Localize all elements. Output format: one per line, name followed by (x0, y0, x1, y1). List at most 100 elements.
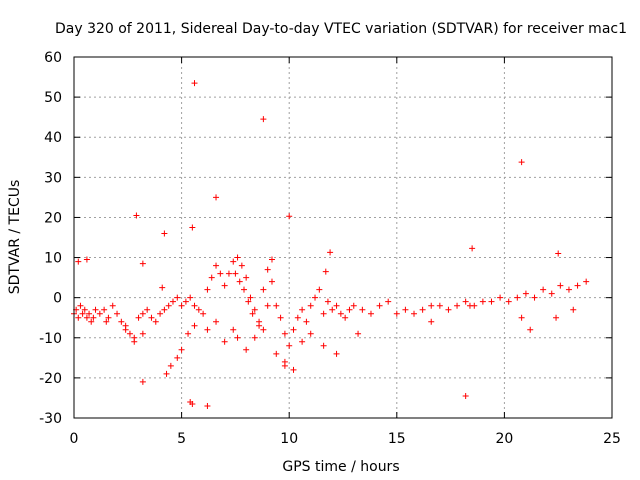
data-point (169, 298, 176, 305)
data-point (281, 330, 288, 337)
data-point (131, 338, 138, 345)
data-point (286, 342, 293, 349)
data-point (307, 330, 314, 337)
data-point (230, 258, 237, 265)
data-point (312, 294, 319, 301)
data-point (333, 350, 340, 357)
data-point (77, 302, 84, 309)
data-point (329, 306, 336, 313)
data-point (333, 302, 340, 309)
data-point (204, 286, 211, 293)
y-tick-label: 30 (44, 170, 62, 186)
data-point (83, 256, 90, 263)
data-point (469, 245, 476, 252)
data-point (135, 314, 142, 321)
data-point (213, 318, 220, 325)
ticks (73, 56, 613, 419)
y-tick-label: -30 (39, 411, 62, 427)
data-point (570, 306, 577, 313)
chart-title: Day 320 of 2011, Sidereal Day-to-day VTE… (55, 21, 627, 37)
data-point (241, 286, 248, 293)
data-point (281, 358, 288, 365)
data-point (234, 254, 241, 261)
data-point (174, 354, 181, 361)
data-point (174, 294, 181, 301)
tick-labels: 0 5 10 15 20 25 -30 -20 -10 0 10 20 30 40 50 60 (39, 50, 621, 447)
data-point (294, 314, 301, 321)
data-point (221, 282, 228, 289)
data-point (428, 318, 435, 325)
data-point (268, 278, 275, 285)
data-point (204, 326, 211, 333)
data-point (277, 314, 284, 321)
data-point (217, 270, 224, 277)
data-point (342, 314, 349, 321)
plot-frame (73, 56, 613, 419)
data-point (101, 306, 108, 313)
data-point (139, 310, 146, 317)
data-point (286, 213, 293, 220)
data-point (191, 322, 198, 329)
data-point (299, 306, 306, 313)
y-tick-label: -10 (39, 331, 62, 347)
data-point (83, 314, 90, 321)
data-point (114, 310, 121, 317)
data-points (71, 80, 590, 409)
y-tick-label: 20 (44, 210, 62, 226)
data-point (247, 294, 254, 301)
data-point (75, 258, 82, 265)
grid (74, 57, 612, 418)
data-point (81, 306, 88, 313)
data-point (268, 256, 275, 263)
data-point (462, 392, 469, 399)
data-point (251, 306, 258, 313)
data-point (367, 310, 374, 317)
data-point (497, 294, 504, 301)
data-point (165, 302, 172, 309)
data-point (488, 298, 495, 305)
data-point (548, 290, 555, 297)
data-point (103, 318, 110, 325)
data-point (157, 310, 164, 317)
data-point (161, 306, 168, 313)
data-point (273, 350, 280, 357)
y-axis-label: SDTVAR / TECUs (7, 180, 23, 295)
data-point (126, 330, 133, 337)
data-point (90, 314, 97, 321)
data-point (251, 334, 258, 341)
data-point (249, 310, 256, 317)
data-point (264, 302, 271, 309)
data-point (195, 306, 202, 313)
data-point (243, 274, 250, 281)
data-point (191, 80, 198, 87)
data-point (522, 290, 529, 297)
data-point (419, 306, 426, 313)
data-point (402, 306, 409, 313)
data-point (553, 314, 560, 321)
x-tick-label: 15 (388, 431, 406, 447)
data-point (445, 306, 452, 313)
x-axis-label: GPS time / hours (282, 459, 399, 475)
data-point (264, 266, 271, 273)
data-point (75, 314, 82, 321)
x-tick-label: 20 (495, 431, 513, 447)
data-point (232, 270, 239, 277)
data-point (118, 318, 125, 325)
data-point (479, 298, 486, 305)
data-point (505, 298, 512, 305)
data-point (161, 230, 168, 237)
data-point (208, 274, 215, 281)
data-point (303, 318, 310, 325)
data-point (355, 330, 362, 337)
data-point (243, 346, 250, 353)
data-point (350, 302, 357, 309)
data-point (204, 402, 211, 409)
data-point (299, 338, 306, 345)
data-point (159, 284, 166, 291)
data-point (185, 330, 192, 337)
data-point (245, 298, 252, 305)
data-point (230, 326, 237, 333)
data-point (359, 306, 366, 313)
